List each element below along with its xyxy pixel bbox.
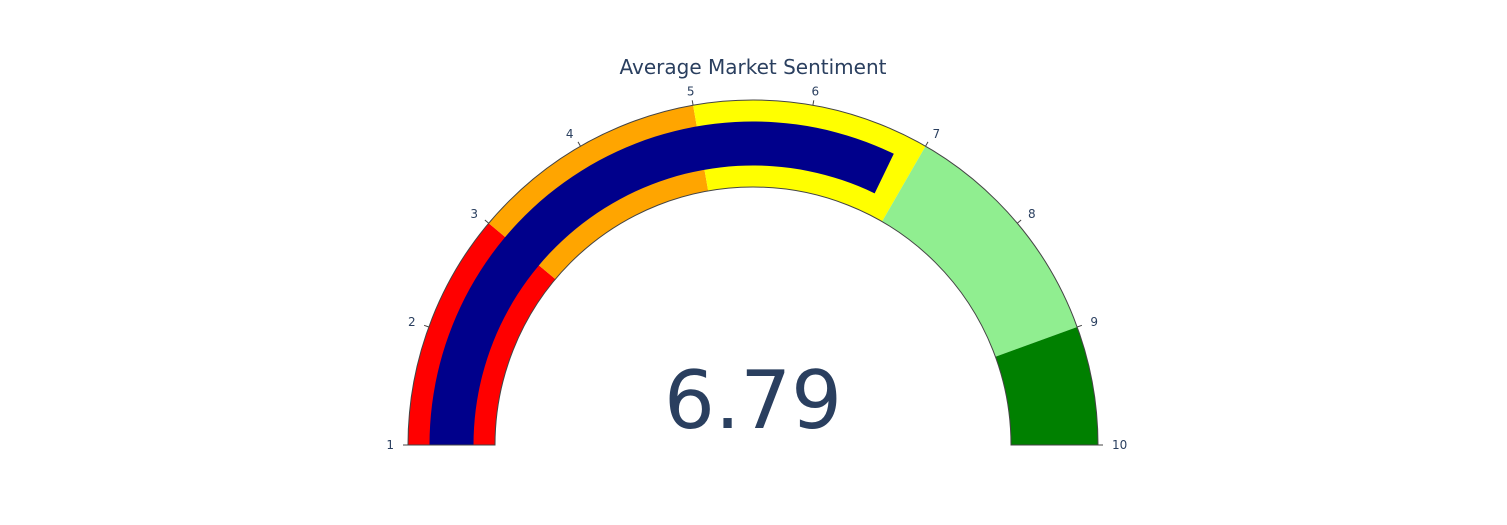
gauge-tick-mark [1077,324,1083,328]
gauge-tick-label: 4 [566,127,574,141]
gauge-tick-mark [812,100,815,106]
gauge-step-4 [882,146,1078,357]
gauge-ticks: 1 2 3 4 5 6 7 8 9 10 [386,84,1127,452]
gauge-tick-label: 1 [386,438,394,452]
gauge-tick-mark [691,100,694,106]
gauge-value: 6.79 [664,354,842,447]
gauge-tick-mark [925,141,929,147]
gauge-step-5 [995,327,1098,445]
gauge-tick-mark [577,141,581,147]
gauge-tick-mark [484,219,490,224]
gauge-tick-label: 10 [1112,438,1127,452]
gauge-tick-label: 7 [933,127,941,141]
gauge-tick-label: 9 [1090,315,1098,329]
gauge-outline [407,99,1099,446]
gauge-tick-label: 5 [687,84,695,98]
chart-title: Average Market Sentiment [620,55,887,79]
gauge-bar-group [429,121,894,446]
gauge-tick-label: 6 [812,84,820,98]
gauge-tick-label: 3 [470,207,478,221]
gauge-tick-label: 8 [1028,207,1036,221]
gauge-tick-mark [423,324,429,328]
gauge-outline-group [407,99,1099,446]
gauge-tick-mark [1016,219,1022,224]
gauge-value-bar [429,121,894,446]
gauge-tick-label: 2 [408,315,416,329]
